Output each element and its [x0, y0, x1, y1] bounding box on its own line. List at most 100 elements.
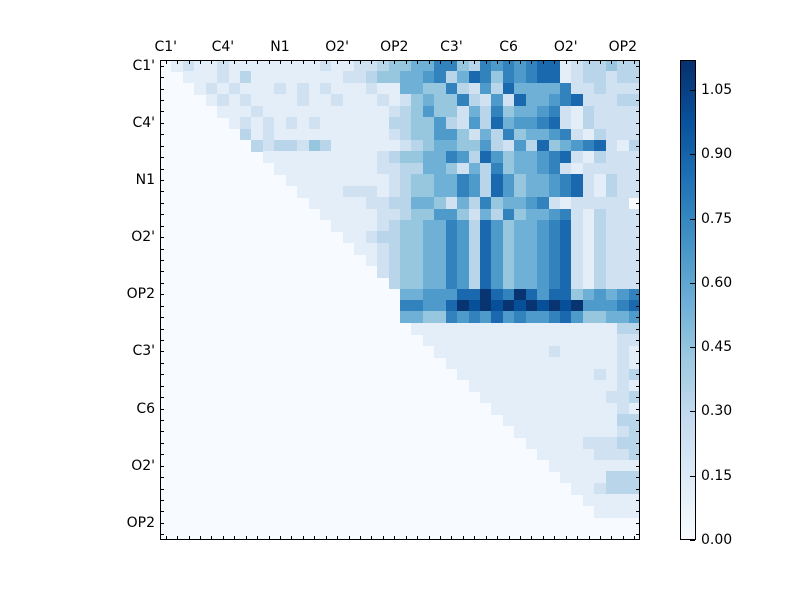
- heatmap-cell: [594, 345, 607, 358]
- x-tick-mark: [257, 536, 259, 540]
- x-tick-mark: [417, 60, 419, 64]
- heatmap-cell: [320, 82, 332, 95]
- heatmap-cell: [480, 345, 492, 358]
- heatmap-cell: [514, 174, 527, 187]
- heatmap-cell: [537, 82, 550, 95]
- heatmap-cell: [228, 82, 241, 95]
- heatmap-cell: [320, 71, 332, 84]
- heatmap-cell: [628, 300, 639, 312]
- heatmap-cell: [217, 94, 230, 107]
- heatmap-cell: [628, 334, 639, 347]
- heatmap-cell: [548, 402, 561, 415]
- heatmap-cell: [228, 61, 241, 72]
- heatmap-cell: [377, 117, 390, 130]
- heatmap-cell: [594, 265, 607, 278]
- heatmap-cell: [468, 345, 481, 358]
- y-tick-mark: [636, 88, 640, 90]
- heatmap-cell: [560, 105, 572, 118]
- heatmap-cell: [594, 311, 607, 324]
- heatmap-cell: [514, 322, 527, 335]
- heatmap-cell: [594, 151, 607, 164]
- heatmap-cell: [331, 61, 344, 72]
- y-tick-mark: [160, 122, 164, 124]
- heatmap-cell: [594, 368, 607, 381]
- heatmap-cell: [400, 197, 412, 210]
- x-tick-mark: [314, 536, 316, 540]
- y-tick-mark: [636, 111, 640, 113]
- heatmap-cell: [468, 368, 481, 381]
- heatmap-cell: [537, 197, 550, 210]
- heatmap-cell: [342, 220, 355, 232]
- heatmap-cell: [365, 220, 378, 232]
- heatmap-cell: [571, 380, 584, 392]
- y-tick-mark: [160, 294, 164, 296]
- heatmap-cell: [457, 242, 470, 255]
- heatmap-cell: [468, 208, 481, 221]
- heatmap-cell: [491, 174, 504, 187]
- heatmap-cell: [400, 82, 412, 95]
- heatmap-cell: [537, 71, 550, 84]
- heatmap-cell: [582, 391, 595, 404]
- heatmap-cell: [377, 71, 390, 84]
- y-tick-mark: [636, 351, 640, 353]
- heatmap-cell: [560, 162, 572, 175]
- x-tick-mark: [325, 536, 327, 540]
- heatmap-cell: [537, 242, 550, 255]
- heatmap-cell: [457, 254, 470, 267]
- heatmap-cell: [617, 94, 630, 107]
- heatmap-cell: [411, 61, 424, 72]
- heatmap-cell: [548, 357, 561, 370]
- heatmap-cell: [342, 71, 355, 84]
- heatmap-cell: [251, 61, 264, 72]
- x-tick-mark: [417, 536, 419, 540]
- heatmap-cell: [388, 71, 401, 84]
- heatmap-cell: [582, 300, 595, 312]
- heatmap-cell: [320, 185, 332, 198]
- heatmap-cell: [605, 460, 618, 472]
- heatmap-cell: [514, 334, 527, 347]
- heatmap-cell: [617, 82, 630, 95]
- heatmap-cell: [571, 437, 584, 450]
- colorbar-tick-mark: [690, 347, 695, 349]
- heatmap-cell: [582, 128, 595, 141]
- heatmap-cell: [571, 311, 584, 324]
- heatmap-cell: [617, 128, 630, 141]
- heatmap-cell: [491, 402, 504, 415]
- heatmap-cell: [491, 71, 504, 84]
- heatmap-cell: [297, 185, 310, 198]
- heatmap-cell: [548, 300, 561, 312]
- heatmap-cell: [365, 82, 378, 95]
- heatmap-cell: [525, 345, 538, 358]
- heatmap-cell: [365, 254, 378, 267]
- heatmap-cell: [400, 208, 412, 221]
- heatmap-cell: [548, 162, 561, 175]
- y-tick-mark: [636, 397, 640, 399]
- heatmap-cell: [354, 242, 367, 255]
- y-tick-mark: [636, 271, 640, 273]
- heatmap-cell: [194, 71, 207, 84]
- heatmap-cell: [605, 151, 618, 164]
- heatmap-cell: [445, 357, 458, 370]
- heatmap-cell: [491, 151, 504, 164]
- heatmap-cell: [628, 391, 639, 404]
- heatmap-cell: [582, 345, 595, 358]
- heatmap-cell: [365, 242, 378, 255]
- heatmap-cell: [548, 277, 561, 290]
- heatmap-cell: [411, 94, 424, 107]
- heatmap-cell: [468, 357, 481, 370]
- heatmap-cell: [217, 82, 230, 95]
- y-tick-mark: [636, 442, 640, 444]
- heatmap-cell: [422, 322, 435, 335]
- heatmap-cell: [502, 414, 515, 427]
- y-tick-mark: [636, 305, 640, 307]
- heatmap-cell: [537, 437, 550, 450]
- heatmap-cell: [525, 380, 538, 392]
- heatmap-cell: [468, 71, 481, 84]
- heatmap-cell: [331, 151, 344, 164]
- y-tick-label: OP2: [126, 514, 155, 531]
- y-tick-label: O2': [131, 457, 155, 474]
- heatmap-cell: [422, 265, 435, 278]
- heatmap-cell: [468, 140, 481, 152]
- heatmap-cell: [434, 231, 447, 244]
- heatmap-cell: [617, 254, 630, 267]
